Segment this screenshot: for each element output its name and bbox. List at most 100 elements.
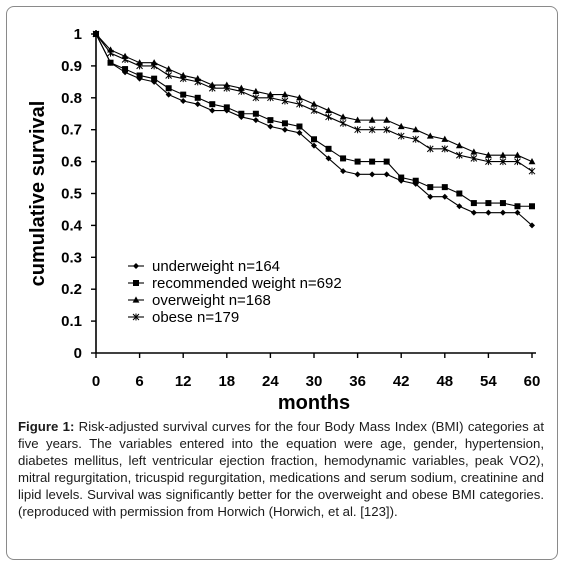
data-point — [165, 71, 173, 79]
data-point — [151, 75, 158, 82]
data-point — [499, 158, 507, 166]
chart-area: 0 0.1 0.2 0.3 0.4 0.5 0.6 0.7 0.8 0.9 1 0 6 12 18 24 30 3… — [27, 26, 540, 414]
data-point — [514, 209, 521, 216]
legend-label: overweight n=168 — [152, 292, 271, 309]
legend-marker — [132, 296, 140, 303]
data-point — [209, 107, 216, 114]
y-tick-label: 0.1 — [61, 313, 82, 330]
data-point — [150, 62, 158, 70]
figure-caption: Figure 1: Risk-adjusted survival curves … — [18, 418, 544, 520]
data-point — [456, 203, 463, 210]
data-point — [499, 200, 506, 207]
data-point — [194, 78, 202, 86]
data-point — [267, 123, 274, 130]
caption-label: Figure 1: — [18, 419, 75, 434]
data-point — [383, 116, 391, 123]
data-point — [499, 209, 506, 216]
data-point — [426, 132, 434, 139]
data-point — [455, 151, 463, 159]
data-point — [441, 135, 449, 142]
data-point — [529, 203, 535, 210]
data-point — [383, 126, 391, 134]
x-tick-label: 36 — [349, 373, 366, 390]
data-point — [528, 158, 536, 165]
data-point — [340, 168, 347, 175]
data-point — [514, 203, 521, 210]
data-point — [252, 87, 260, 95]
y-tick-label: 0.4 — [61, 217, 83, 234]
series-2 — [93, 31, 535, 210]
x-tick-label: 42 — [393, 373, 410, 390]
data-point — [311, 142, 317, 149]
data-point — [339, 119, 347, 127]
x-axis-title: months — [278, 392, 350, 414]
data-point — [354, 171, 361, 178]
data-point — [470, 200, 477, 207]
x-tick-label: 54 — [480, 373, 497, 390]
data-point — [514, 158, 521, 166]
data-point — [122, 66, 129, 73]
data-point — [397, 122, 405, 130]
data-point — [369, 171, 376, 178]
data-point — [252, 110, 259, 117]
data-point — [165, 65, 173, 72]
data-point — [441, 184, 448, 191]
y-tick-label: 0.3 — [61, 249, 82, 266]
data-point — [136, 72, 143, 79]
y-tick-label: 0.8 — [61, 90, 82, 107]
data-point — [310, 107, 318, 115]
series-line — [95, 33, 533, 226]
data-point — [281, 91, 289, 98]
data-point — [412, 177, 419, 184]
legend-label: obese n=179 — [152, 309, 239, 326]
data-point — [208, 84, 216, 92]
data-point — [369, 158, 376, 165]
data-point — [412, 135, 420, 143]
data-point — [121, 56, 129, 64]
x-tick-label: 24 — [262, 373, 279, 390]
data-point — [209, 101, 216, 108]
data-point — [354, 158, 361, 165]
data-point — [296, 123, 303, 130]
data-point — [325, 106, 332, 114]
data-point — [237, 87, 245, 95]
data-point — [180, 91, 187, 98]
data-point — [441, 145, 449, 153]
data-point — [427, 184, 434, 191]
data-point — [427, 193, 434, 200]
data-point — [514, 151, 521, 158]
data-point — [223, 84, 231, 92]
data-point — [194, 94, 201, 101]
data-point — [310, 100, 318, 107]
data-point — [296, 94, 303, 101]
data-point — [311, 136, 317, 143]
series-line — [95, 33, 533, 163]
data-point — [136, 62, 143, 70]
data-point — [470, 209, 477, 216]
x-tick-label: 0 — [92, 373, 100, 390]
data-point — [165, 91, 172, 98]
data-point — [223, 104, 230, 111]
data-point — [340, 155, 347, 162]
data-point — [267, 117, 274, 124]
legend-marker — [133, 280, 139, 286]
data-point — [354, 116, 361, 123]
series-4 — [92, 30, 536, 175]
caption-text: Risk-adjusted survival curves for the fo… — [18, 419, 545, 519]
data-point — [267, 94, 274, 102]
data-point — [238, 110, 245, 117]
data-point — [470, 148, 478, 155]
data-point — [180, 97, 187, 104]
y-axis-title: cumulative survival — [27, 101, 49, 287]
legend-marker — [132, 313, 140, 321]
x-tick-label: 6 — [135, 373, 143, 390]
data-point — [383, 158, 390, 165]
data-point — [397, 132, 405, 140]
data-point — [252, 94, 260, 102]
data-point — [325, 113, 332, 121]
data-point — [499, 151, 507, 158]
y-tick-label: 0.5 — [61, 186, 82, 203]
data-point — [296, 129, 303, 136]
y-tick-label: 0.7 — [61, 122, 82, 139]
x-tick-label: 12 — [175, 373, 192, 390]
